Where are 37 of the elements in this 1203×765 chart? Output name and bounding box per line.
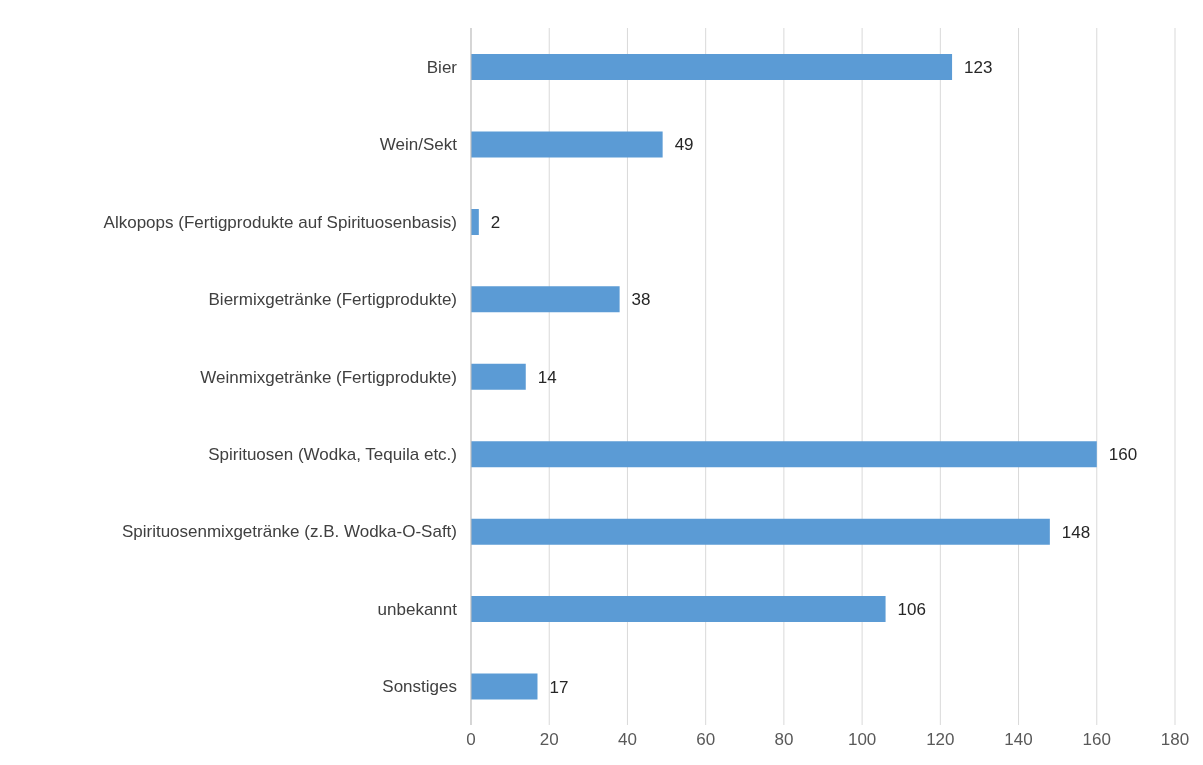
x-tick-label: 120 (926, 730, 955, 750)
data-label: 38 (631, 290, 651, 310)
x-tick-label: 60 (696, 730, 716, 750)
y-tick-label: Bier (426, 57, 458, 77)
data-label: 2 (490, 212, 501, 232)
y-tick-label: Sonstiges (382, 677, 457, 697)
y-tick-label: Alkopops (Fertigprodukte auf Spirituosenbasis) (103, 212, 457, 232)
y-tick-label: Spirituosen (Wodka, Tequila etc.) (208, 444, 457, 464)
data-label: 14 (537, 367, 557, 387)
bar (471, 54, 953, 80)
x-tick-label: 160 (1082, 730, 1111, 750)
data-label: 17 (549, 677, 569, 697)
data-label: 160 (1108, 445, 1138, 465)
bar (471, 363, 526, 390)
data-label: 148 (1061, 522, 1091, 542)
x-tick-label: 20 (539, 730, 559, 750)
x-tick-label: 140 (1004, 730, 1033, 750)
y-tick-label: Biermixgetränke (Fertigprodukte) (208, 290, 457, 310)
bar (471, 286, 620, 313)
x-tick-label: 180 (1160, 730, 1190, 750)
bar (471, 131, 663, 158)
bar (471, 673, 538, 700)
y-tick-label: Spirituosenmixgetränke (z.B. Wodka-O-Saft) (121, 522, 457, 542)
data-label: 123 (964, 58, 993, 78)
bar (471, 441, 1097, 468)
y-tick-label: Weinmixgetränke (Fertigprodukte) (200, 367, 457, 387)
bar (471, 596, 886, 623)
y-tick-label: Wein/Sekt (379, 135, 458, 155)
x-tick-label: 40 (617, 730, 637, 750)
x-tick-label: 80 (774, 730, 794, 750)
bar (471, 208, 479, 235)
y-tick-label: unbekannt (377, 599, 458, 619)
data-label: 49 (674, 135, 694, 155)
bar (471, 518, 1050, 545)
x-tick-label: 0 (466, 730, 476, 750)
x-tick-label: 100 (847, 730, 877, 750)
data-label: 106 (897, 600, 926, 620)
